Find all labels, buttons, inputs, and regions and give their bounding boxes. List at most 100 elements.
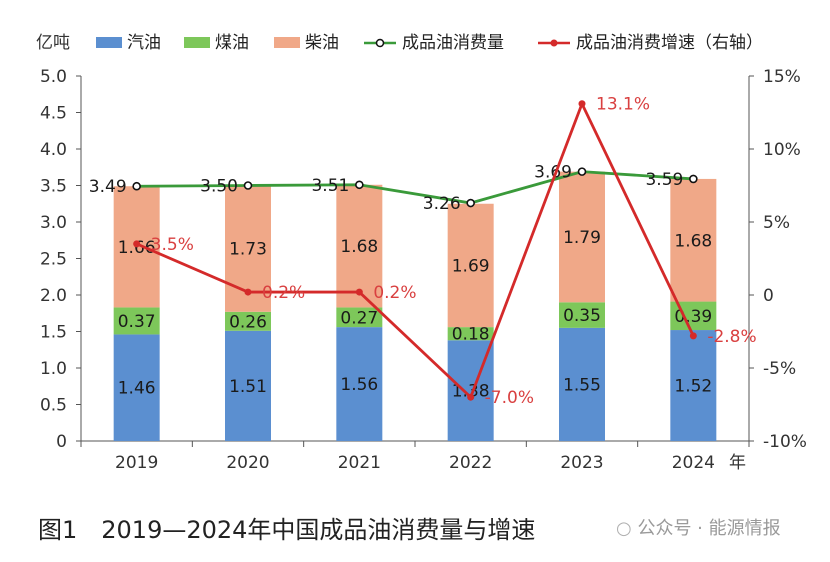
growth-point-2024 — [689, 332, 697, 340]
bar-汽油-2020 — [225, 330, 271, 441]
legend-item-growth: 成品油消费增速（右轴） — [538, 33, 763, 53]
wechat-icon: ○ — [616, 518, 632, 539]
left-tick-label: 2.5 — [40, 250, 67, 270]
growth-label-2022: -7.0% — [485, 388, 534, 408]
x-tick-label-2024: 2024 — [672, 453, 715, 473]
growth-label-2019: 3.5% — [151, 235, 194, 255]
bar-柴油-2024 — [670, 178, 717, 302]
right-tick-label: -10% — [763, 432, 807, 452]
left-axis-ticks: 0 0.5 1.0 1.5 2.0 2.5 3.0 3.5 4.0 4.5 5.0 — [40, 67, 81, 452]
total-consumption-line: 3.49 3.50 3.51 3.26 3.69 3.59 — [89, 163, 698, 214]
bar-煤油-2023 — [559, 302, 605, 328]
growth-label-2021: 0.2% — [373, 283, 416, 303]
left-tick-label: 5.0 — [40, 67, 67, 87]
bar-label-柴油-2022: 1.69 — [452, 256, 490, 276]
bar-label-柴油-2019: 1.66 — [118, 238, 156, 258]
bar-label-柴油-2024: 1.68 — [674, 231, 712, 251]
growth-point-2019 — [133, 240, 141, 248]
bar-汽油-2021 — [336, 327, 383, 441]
right-axis-ticks: -10% -5% 0 5% 10% 15% — [749, 67, 807, 452]
bar-label-汽油-2024: 1.52 — [674, 377, 712, 397]
x-axis-unit: 年 — [729, 453, 746, 473]
right-tick-label: 15% — [763, 67, 801, 87]
legend-marker-total — [375, 38, 385, 48]
bar-label-柴油-2023: 1.79 — [563, 228, 601, 248]
bar-煤油-2022 — [447, 327, 494, 341]
bar-label-柴油-2020: 1.73 — [229, 240, 267, 260]
total-point-2019 — [132, 181, 141, 191]
right-tick-label: 10% — [763, 140, 801, 160]
bar-label-煤油-2019: 0.37 — [118, 312, 156, 332]
total-label-2019: 3.49 — [89, 177, 127, 197]
right-tick-label: 0 — [763, 286, 774, 306]
left-tick-label: 0 — [56, 432, 67, 452]
x-tick-label-2022: 2022 — [449, 453, 492, 473]
legend-label-gasoline: 汽油 — [127, 33, 161, 53]
legend-label-total: 成品油消费量 — [402, 33, 504, 53]
total-point-2021 — [355, 180, 364, 190]
legend-label-kerosene: 煤油 — [215, 33, 249, 53]
chart: 亿吨 汽油 煤油 柴油 成品油消费量 成品油消费增速（右轴） 0 0.5 1.0 1.… — [36, 33, 807, 473]
bar-label-煤油-2022: 0.18 — [452, 325, 490, 345]
x-tick-label-2021: 2021 — [338, 453, 381, 473]
x-axis-ticks: 2019 2020 2021 2022 2023 2024 — [80, 441, 750, 473]
legend-item-diesel: 柴油 — [274, 33, 339, 53]
bar-label-煤油-2023: 0.35 — [563, 306, 601, 326]
bar-label-煤油-2020: 0.26 — [229, 312, 267, 332]
watermark-text: 公众号 · 能源情报 — [637, 518, 781, 539]
total-label-2023: 3.69 — [534, 163, 572, 183]
legend-swatch-diesel — [274, 37, 300, 48]
bar-煤油-2020 — [225, 311, 271, 331]
legend-item-gasoline: 汽油 — [96, 33, 161, 53]
left-tick-label: 3.5 — [40, 177, 67, 197]
growth-point-2022 — [467, 393, 475, 401]
total-point-2020 — [243, 181, 253, 190]
left-tick-label: 3.0 — [40, 213, 67, 233]
total-label-2024: 3.59 — [645, 170, 683, 190]
bar-柴油-2021 — [336, 184, 383, 308]
legend-swatch-kerosene — [184, 37, 210, 48]
total-label-2021: 3.51 — [311, 176, 349, 196]
bar-label-煤油-2024: 0.39 — [674, 307, 712, 327]
total-point-2024 — [689, 174, 698, 184]
legend-label-growth: 成品油消费增速（右轴） — [576, 33, 763, 53]
growth-point-2023 — [578, 100, 586, 108]
x-tick-label-2023: 2023 — [560, 453, 603, 473]
bar-柴油-2023 — [559, 171, 605, 303]
bar-汽油-2019 — [113, 334, 160, 441]
left-tick-label: 0.5 — [40, 396, 67, 416]
y-axis-unit: 亿吨 — [36, 33, 70, 53]
left-tick-label: 4.0 — [40, 140, 67, 160]
growth-label-2023: 13.1% — [596, 95, 650, 115]
bar-煤油-2019 — [113, 307, 160, 335]
left-tick-label: 1.5 — [40, 323, 67, 343]
figure-caption: 图1 2019—2024年中国成品油消费量与增速 — [38, 516, 536, 544]
bar-label-煤油-2021: 0.27 — [340, 308, 378, 328]
legend-label-diesel: 柴油 — [305, 33, 339, 53]
x-tick-label-2020: 2020 — [226, 453, 269, 473]
growth-label-2020: 0.2% — [262, 283, 305, 303]
bar-汽油-2023 — [559, 327, 605, 441]
stacked-bars: 1.460.371.661.510.261.731.560.271.681.38… — [113, 171, 717, 441]
growth-point-2020 — [244, 288, 252, 296]
bar-汽油-2024 — [670, 330, 717, 441]
total-point-2023 — [577, 167, 587, 176]
bar-label-汽油-2023: 1.55 — [563, 375, 601, 395]
total-point-2022 — [466, 198, 475, 208]
growth-point-2021 — [355, 288, 363, 296]
left-tick-label: 1.0 — [40, 359, 67, 379]
right-tick-label: -5% — [763, 359, 796, 379]
bar-label-柴油-2021: 1.68 — [340, 237, 378, 257]
left-tick-label: 2.0 — [40, 286, 67, 306]
growth-rate-line: 3.5% 0.2% 0.2% -7.0% 13.1% -2.8% — [133, 95, 757, 408]
total-series-line — [136, 170, 694, 205]
legend-marker-growth — [550, 39, 558, 47]
right-tick-label: 5% — [763, 213, 790, 233]
growth-label-2024: -2.8% — [707, 327, 756, 347]
watermark: ○ 公众号 · 能源情报 — [616, 514, 781, 540]
bar-label-汽油-2021: 1.56 — [340, 375, 378, 395]
legend-swatch-gasoline — [96, 37, 122, 48]
total-label-2020: 3.50 — [200, 177, 238, 197]
bar-煤油-2021 — [336, 307, 383, 328]
growth-series-line — [136, 100, 695, 400]
